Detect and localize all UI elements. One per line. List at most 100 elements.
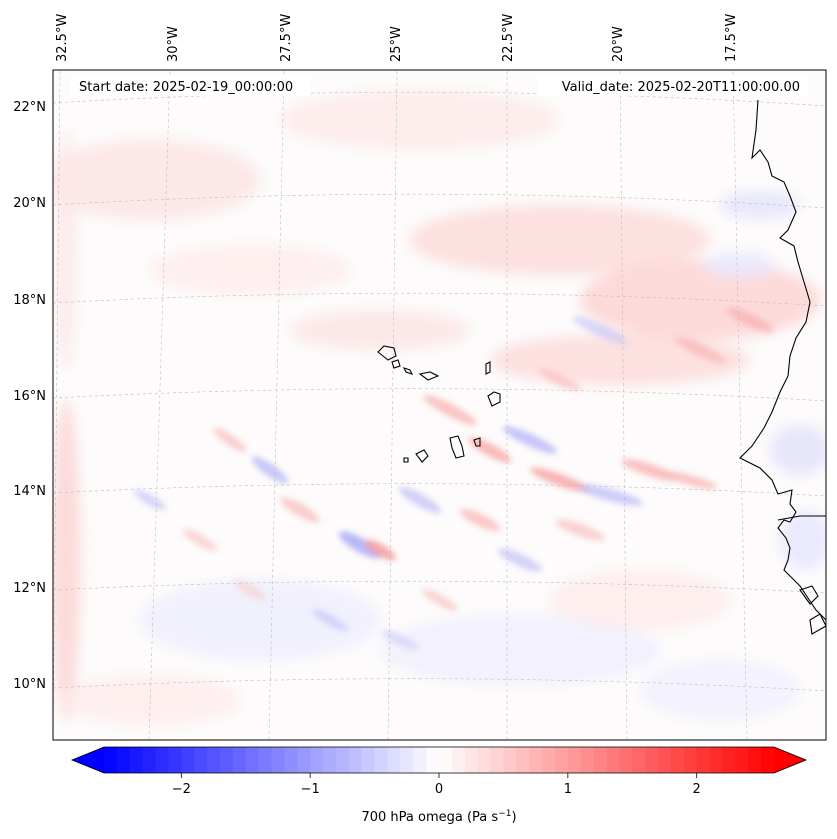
colorbar-segment: [323, 747, 337, 773]
colorbar-segment: [374, 747, 388, 773]
lon-label: 22.5°W: [501, 14, 516, 62]
colorbar-segment: [284, 747, 298, 773]
lon-label: 20°W: [611, 26, 626, 62]
colorbar-segment: [567, 747, 582, 773]
colorbar-segment: [245, 747, 260, 773]
longitude-labels: 32.5°W 30°W 27.5°W 25°W 22.5°W 20°W 17.5…: [55, 14, 739, 62]
island-fogo: [415, 449, 429, 463]
colorbar-segment: [761, 747, 775, 773]
island-boa-vista: [487, 391, 501, 407]
colorbar-segment: [619, 747, 633, 773]
lon-label: 25°W: [389, 26, 404, 62]
colorbar-segment: [297, 747, 311, 773]
colorbar-segment: [529, 747, 543, 773]
lat-label: 22°N: [13, 100, 46, 115]
colorbar-segment: [722, 747, 736, 773]
colorbar-segment: [696, 747, 710, 773]
colorbar-segment: [632, 747, 646, 773]
colorbar-segment: [232, 747, 247, 773]
island-sao-vicente: [391, 359, 401, 369]
colorbar-segment: [554, 747, 569, 773]
island-santiago: [449, 435, 465, 459]
colorbar-segment: [426, 747, 440, 773]
lat-label: 10°N: [13, 677, 46, 692]
coast-gambia-inlet: [777, 515, 826, 521]
colorbar-segment: [748, 747, 762, 773]
colorbar-segment: [645, 747, 659, 773]
colorbar-segment: [709, 747, 723, 773]
colorbar-segment: [348, 747, 363, 773]
colorbar-segment: [387, 747, 401, 773]
colorbar-low-extension: [72, 747, 104, 773]
lon-label: 27.5°W: [279, 14, 294, 62]
colorbar-tick-label: 1: [564, 782, 572, 797]
colorbar: −2 −1 0 1 2 700 hPa omega (Pa s−1): [70, 746, 808, 825]
colorbar-segment: [464, 747, 479, 773]
colorbar-segments: [104, 747, 775, 773]
colorbar-label: 700 hPa omega (Pa s−1): [361, 809, 516, 825]
colorbar-segment: [580, 747, 595, 773]
valid-date-label: Valid_date: 2025-02-20T11:00:00.00: [562, 80, 800, 95]
colorbar-segment: [658, 747, 672, 773]
colorbar-segment: [155, 747, 169, 773]
colorbar-ticks: −2 −1 0 1 2: [172, 773, 701, 797]
lat-label: 14°N: [13, 484, 46, 499]
colorbar-tick-label: −1: [301, 782, 320, 797]
colorbar-segment: [194, 747, 208, 773]
lat-label: 12°N: [13, 581, 46, 596]
lon-label: 30°W: [166, 26, 181, 62]
latitude-labels: 22°N 20°N 18°N 16°N 14°N 12°N 10°N: [13, 100, 46, 692]
island-santo-antao: [377, 345, 397, 361]
colorbar-segment: [207, 747, 221, 773]
start-date-label: Start date: 2025-02-19_00:00:00: [79, 80, 293, 95]
colorbar-segment: [735, 747, 749, 773]
lon-label: 32.5°W: [55, 14, 70, 62]
start-date-box: [70, 76, 310, 96]
island-santa-luzia: [402, 367, 414, 375]
island-sal: [485, 361, 491, 375]
colorbar-segment: [271, 747, 285, 773]
colorbar-segment: [593, 747, 607, 773]
colorbar-segment: [181, 747, 195, 773]
lat-label: 18°N: [13, 293, 46, 308]
colorbar-segment: [542, 747, 556, 773]
colorbar-segment: [477, 747, 491, 773]
island-sao-nicolau: [418, 371, 440, 381]
colorbar-segment: [503, 747, 517, 773]
lon-label: 17.5°W: [724, 14, 739, 62]
colorbar-segment: [451, 747, 466, 773]
colorbar-tick-label: 0: [435, 782, 443, 797]
colorbar-segment: [361, 747, 375, 773]
africa-coastline: [739, 99, 826, 621]
colorbar-segment: [310, 747, 324, 773]
colorbar-segment: [400, 747, 414, 773]
colorbar-outline: [70, 746, 808, 774]
graticule: [53, 70, 826, 740]
colorbar-segment: [258, 747, 272, 773]
colorbar-segment: [104, 747, 118, 773]
colorbar-segment: [439, 747, 453, 773]
colorbar-high-extension: [774, 747, 806, 773]
colorbar-segment: [670, 747, 685, 773]
colorbar-segment: [219, 747, 234, 773]
lat-label: 16°N: [13, 389, 46, 404]
map-frame: [52, 69, 827, 741]
colorbar-segment: [142, 747, 156, 773]
valid-date-box: [538, 76, 808, 96]
colorbar-segment: [413, 747, 427, 773]
colorbar-segment: [129, 747, 144, 773]
colorbar-segment: [516, 747, 530, 773]
lat-label: 20°N: [13, 196, 46, 211]
omega-field: [53, 90, 826, 725]
colorbar-tick-label: 2: [693, 782, 701, 797]
colorbar-segment: [683, 747, 698, 773]
coastline: [377, 99, 826, 635]
coast-bijagos: [799, 585, 826, 635]
colorbar-segment: [116, 747, 131, 773]
map-panel: Start date: 2025-02-19_00:00:00 Valid_da…: [52, 69, 827, 741]
colorbar-segment: [168, 747, 182, 773]
colorbar-tick-label: −2: [172, 782, 191, 797]
colorbar-segment: [490, 747, 504, 773]
colorbar-segment: [606, 747, 620, 773]
